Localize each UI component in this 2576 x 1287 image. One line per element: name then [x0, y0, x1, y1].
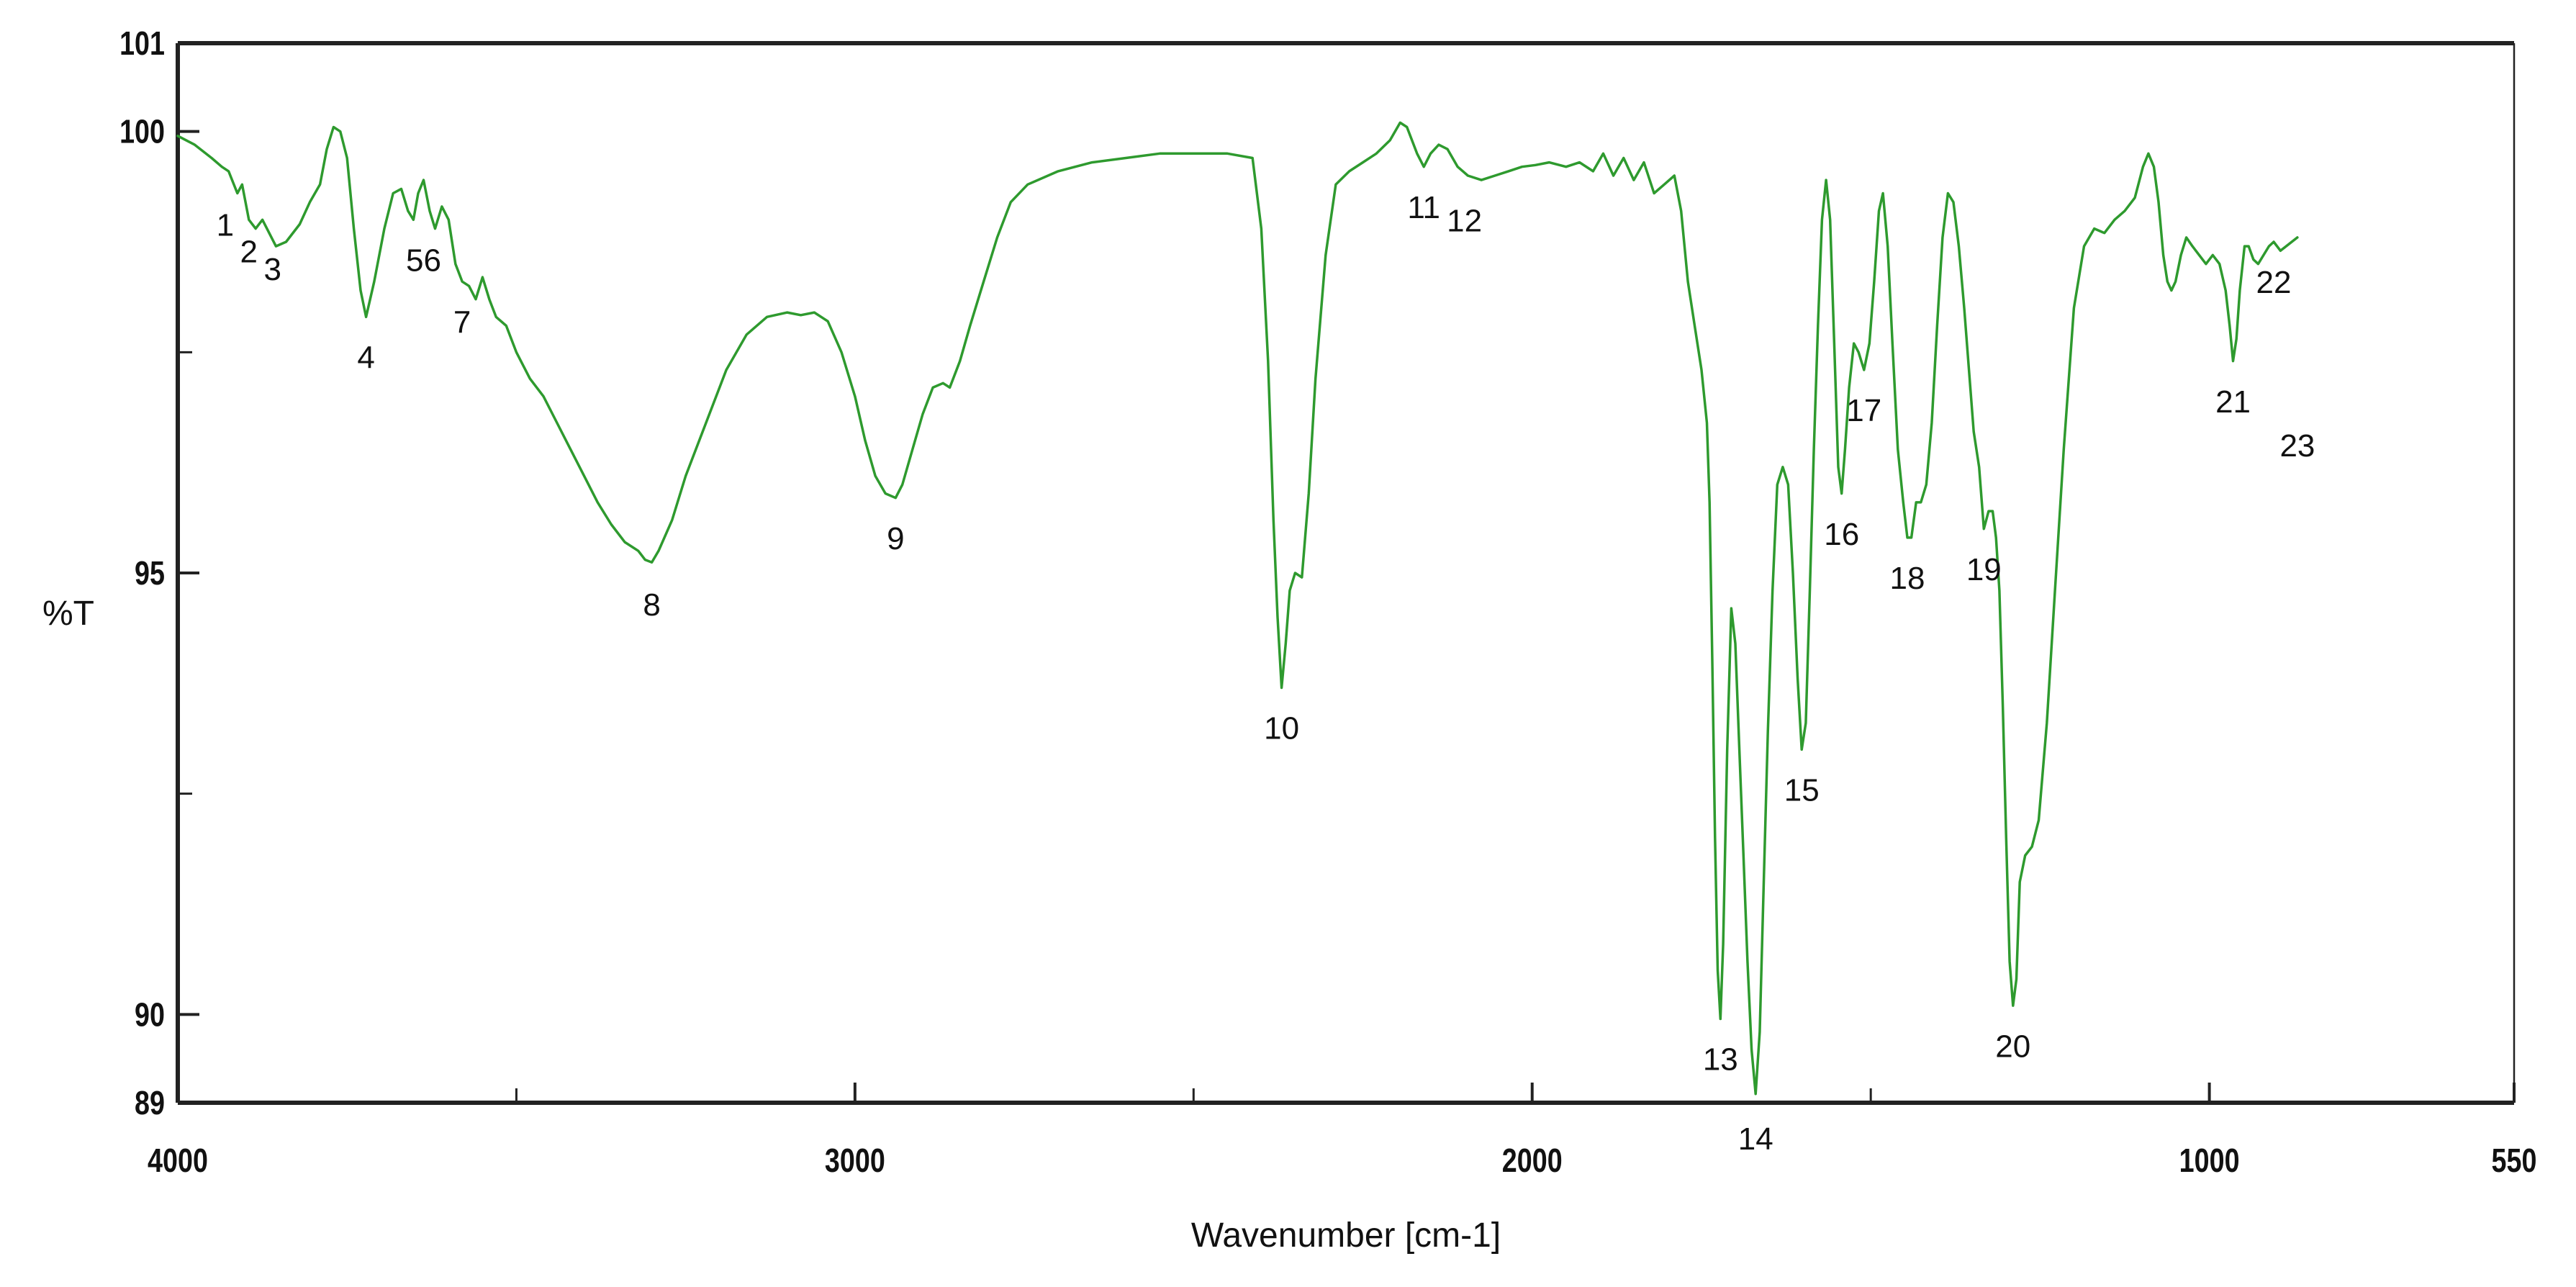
x-tick-label: 4000	[148, 1142, 208, 1178]
peak-label-8: 8	[643, 587, 660, 623]
peak-label-12: 12	[1447, 203, 1482, 238]
peak-label-7: 7	[453, 304, 471, 340]
peak-label-16: 16	[1824, 517, 1859, 552]
peak-label-22: 22	[2256, 265, 2292, 300]
peak-label-1: 1	[217, 207, 234, 243]
peak-label-14: 14	[1738, 1121, 1773, 1157]
peak-label-23: 23	[2279, 428, 2315, 464]
peak-label-2: 2	[240, 234, 258, 269]
peak-label-15: 15	[1784, 773, 1820, 808]
x-tick-label: 550	[2492, 1142, 2537, 1178]
y-tick-label: 90	[135, 996, 165, 1033]
y-tick-labels: 101 100 95 90 89	[119, 24, 165, 1121]
spectrum-line	[176, 121, 2299, 1096]
plot-frame	[176, 41, 2516, 1105]
peak-label-56: 56	[406, 243, 441, 279]
y-axis-label: %T	[42, 595, 94, 633]
peak-label-9: 9	[887, 521, 904, 556]
peak-label-21: 21	[2215, 384, 2251, 420]
minor-ticks	[176, 42, 2516, 1104]
x-axis-label: Wavenumber [cm-1]	[1191, 1216, 1501, 1255]
peak-label-10: 10	[1264, 711, 1299, 746]
peak-label-17: 17	[1846, 393, 1881, 428]
y-tick-label: 89	[135, 1084, 165, 1121]
x-tick-label: 2000	[1502, 1142, 1563, 1178]
peak-label-20: 20	[1995, 1029, 2030, 1064]
y-tick-label: 100	[119, 113, 165, 150]
x-tick-label: 3000	[825, 1142, 885, 1178]
peak-label-4: 4	[357, 340, 374, 375]
x-tick-label: 1000	[2179, 1142, 2240, 1178]
peak-label-13: 13	[1703, 1042, 1738, 1078]
x-tick-labels: 4000 3000 2000 1000 550	[148, 1142, 2536, 1178]
y-tick-label: 101	[119, 24, 165, 61]
y-tick-label: 95	[135, 554, 165, 591]
peak-label-3: 3	[263, 252, 281, 287]
peak-label-11: 11	[1407, 190, 1440, 225]
peak-label-18: 18	[1890, 561, 1925, 596]
peak-label-19: 19	[1966, 552, 2002, 587]
